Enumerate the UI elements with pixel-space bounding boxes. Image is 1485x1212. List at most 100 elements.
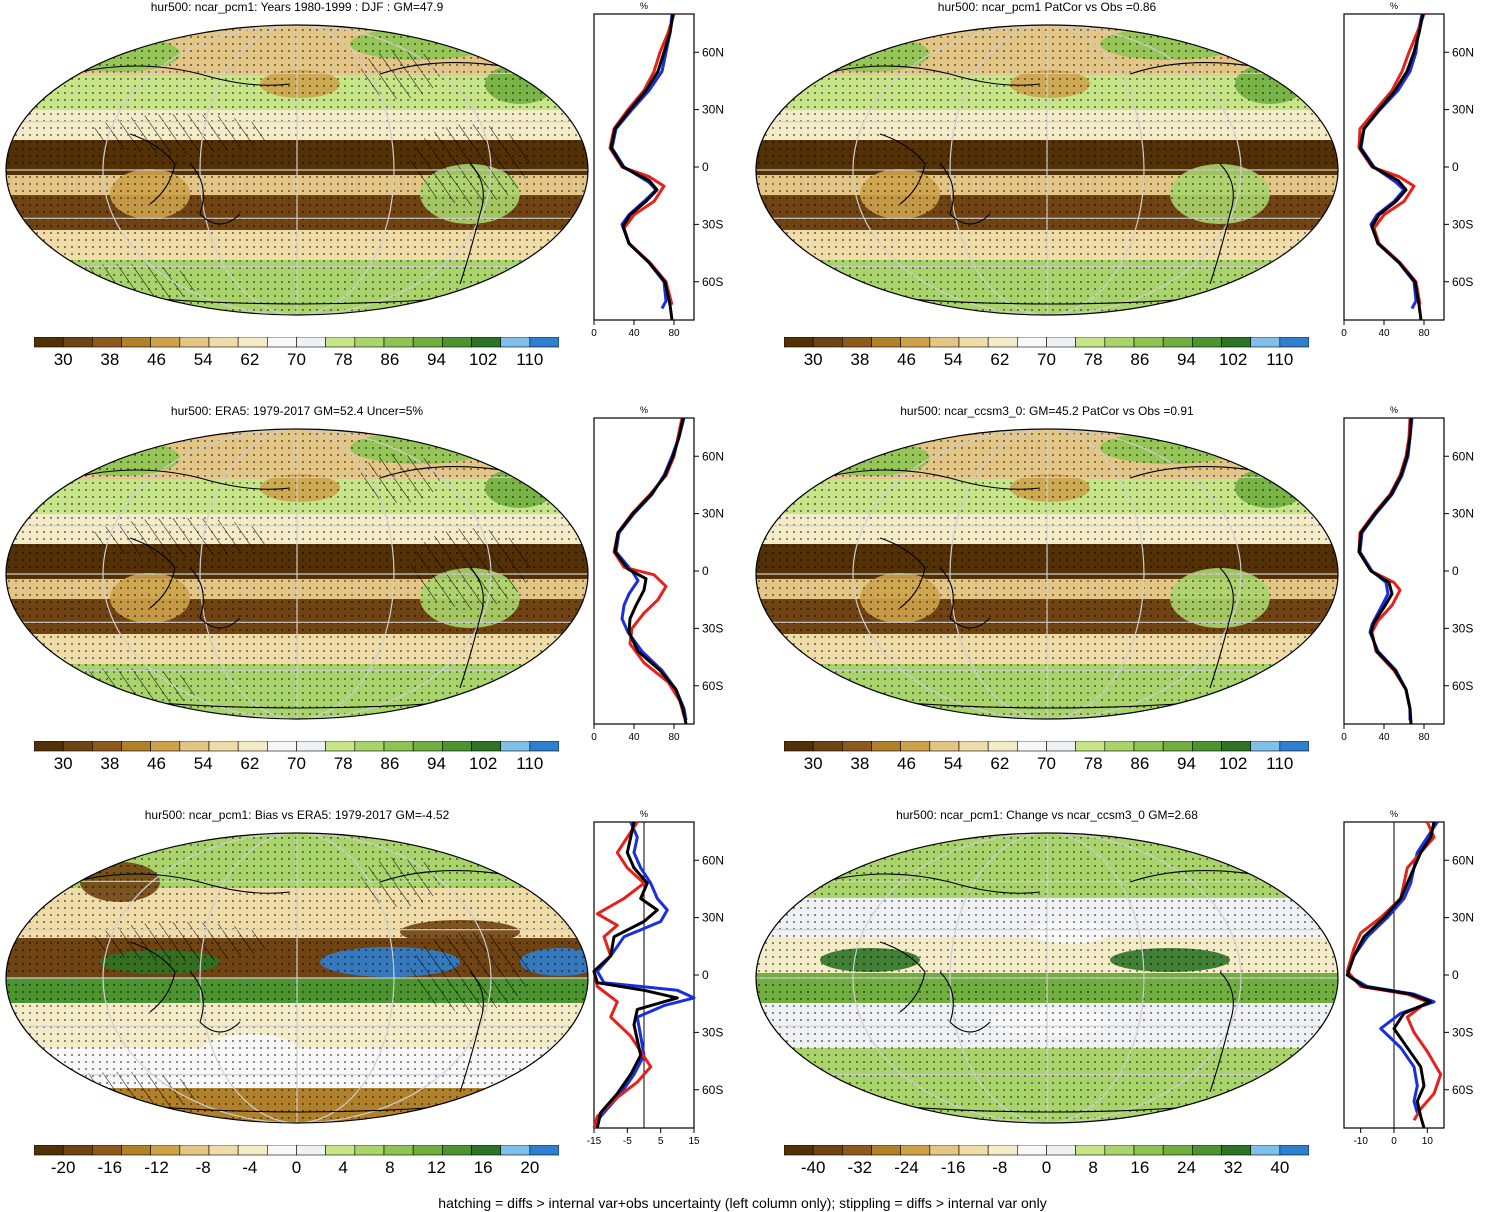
colorbar-swatch: [900, 1145, 931, 1156]
panel-pcm1-bias: hur500: ncar_pcm1: Bias vs ERA5: 1979-20…: [0, 808, 742, 1212]
colorbar-swatch: [1250, 741, 1281, 752]
colorbar-labels: 30 38 46 54 62 70 78 86 94 102 110: [34, 350, 559, 376]
colorbar-tick-label: 70: [287, 754, 306, 773]
map-border: [755, 24, 1339, 316]
colorbar-tick-label: -8: [195, 1158, 211, 1177]
colorbar-swatch: [1250, 337, 1281, 348]
colorbar-swatch: [1075, 337, 1106, 348]
colorbar-tick-label: 110: [516, 350, 544, 369]
colorbar-swatch: [1017, 337, 1047, 348]
colorbar-swatch: [150, 1145, 181, 1156]
profile-xtick-label: 40: [1378, 328, 1390, 339]
coastline: [459, 971, 484, 1093]
profile-xtick-label: -5: [623, 1136, 632, 1147]
colorbar-swatch: [62, 1145, 93, 1156]
hatching-overlay: [90, 114, 270, 154]
world-map: [5, 832, 589, 1124]
colorbar-tick-label: 78: [1083, 754, 1103, 773]
colorbar-swatch: [296, 1145, 326, 1156]
profile-xtick-label: 80: [1418, 328, 1430, 339]
profile-ytick-label: 60N: [702, 449, 724, 463]
colorbar-swatch: [325, 337, 356, 348]
colorbar-swatch: [929, 1145, 960, 1156]
zonal-profile: % 60N 30N 0 30S 60S 0 40 80: [591, 1, 724, 339]
colorbar-swatch: [1046, 1145, 1076, 1156]
coastline: [879, 941, 926, 1013]
colorbar-tick-label: -24: [894, 1158, 919, 1177]
colorbar-tick-label: -4: [242, 1158, 258, 1177]
colorbar-tick-label: 86: [1130, 350, 1150, 369]
colorbar-tick-label: 70: [1037, 754, 1056, 773]
zonal-profile: % 60N 30N 0 30S 60S 0 40 80: [1341, 405, 1474, 743]
colorbar-labels: -20 -16 -12 -8 -4 0 4 8 12 16 20: [34, 1158, 559, 1184]
longitude-line: [1046, 429, 1242, 719]
map-border: [5, 832, 589, 1124]
colorbar-swatch: [34, 1145, 64, 1156]
profile-ytick-label: 30N: [702, 911, 724, 925]
colorbar-swatch: [1162, 1145, 1193, 1156]
longitude-line: [102, 25, 298, 315]
coastline: [1209, 971, 1234, 1093]
profile-unit: %: [1390, 809, 1398, 819]
map-title: hur500: ncar_pcm1 PatCor vs Obs =0.86: [937, 0, 1157, 14]
colorbar-tick-label: 110: [516, 754, 544, 773]
colorbar-swatch: [1133, 741, 1164, 752]
colorbar-swatch: [296, 741, 326, 752]
colorbar-swatch: [471, 741, 501, 752]
colorbar-swatch: [958, 1145, 989, 1156]
colorbar-tick-label: 16: [1130, 1158, 1150, 1177]
longitude-line: [296, 25, 395, 315]
colorbar-swatch: [412, 741, 443, 752]
longitude-line: [949, 429, 1048, 719]
profile-xtick-label: 40: [628, 328, 640, 339]
profile-ytick-label: 30N: [1452, 911, 1474, 925]
colorbar-swatch: [325, 741, 356, 752]
map-border: [5, 428, 589, 720]
colorbar-tick-label: 70: [287, 350, 306, 369]
colorbar-tick-label: 24: [1177, 1158, 1196, 1177]
profile-xtick-label: 0: [1341, 328, 1347, 339]
colorbar-swatch: [1279, 337, 1309, 348]
colorbar-swatch: [1162, 741, 1193, 752]
longitude-line: [102, 833, 298, 1123]
profile-ytick-label: 60S: [702, 1083, 723, 1097]
colorbar-tick-label: -20: [50, 1158, 76, 1177]
colorbar-tick-label: 62: [240, 754, 260, 773]
colorbar-swatch: [34, 337, 64, 348]
colorbar-swatch: [1075, 741, 1106, 752]
colorbar-swatch: [958, 741, 989, 752]
colorbar-swatch: [62, 337, 93, 348]
coastline: [129, 133, 176, 205]
colorbar-swatch: [812, 1145, 843, 1156]
colorbar-tick-label: 20: [520, 1158, 540, 1177]
colorbar-swatch: [412, 337, 443, 348]
zonal-profile: % 60N 30N 0 30S 60S -10 0 10: [1343, 809, 1474, 1147]
profile-xtick-label: 40: [628, 732, 640, 743]
colorbar-swatch: [442, 1145, 472, 1156]
colorbar: [784, 741, 1309, 752]
profile-ytick-label: 0: [702, 564, 709, 578]
profile-ytick-label: 60S: [702, 679, 723, 693]
profile-unit: %: [640, 405, 648, 415]
colorbar-tick-label: 16: [473, 1158, 493, 1177]
colorbar-swatch: [784, 337, 814, 348]
coastline: [879, 133, 926, 205]
colorbar-tick-label: 38: [100, 754, 120, 773]
profile-ytick-label: 60N: [1452, 853, 1474, 867]
colorbar-tick-label: 86: [380, 350, 400, 369]
colorbar-swatch: [471, 1145, 501, 1156]
colorbar-swatch: [267, 337, 297, 348]
profile-ytick-label: 0: [1452, 968, 1459, 982]
profile-xtick-label: 80: [1418, 732, 1430, 743]
colorbar-labels: 30 38 46 54 62 70 78 86 94 102 110: [34, 754, 559, 780]
profile-ytick-label: 30S: [1452, 621, 1473, 635]
colorbar-tick-label: 78: [333, 754, 353, 773]
longitude-line: [949, 25, 1048, 315]
colorbar: [784, 337, 1309, 348]
colorbar-swatch: [1133, 1145, 1164, 1156]
colorbar-tick-label: 94: [427, 754, 446, 773]
colorbar-swatch: [1192, 1145, 1222, 1156]
figure-footnote: hatching = diffs > internal var+obs unce…: [438, 1195, 1047, 1211]
profile-unit: %: [640, 809, 648, 819]
colorbar-tick-label: 86: [1130, 754, 1150, 773]
